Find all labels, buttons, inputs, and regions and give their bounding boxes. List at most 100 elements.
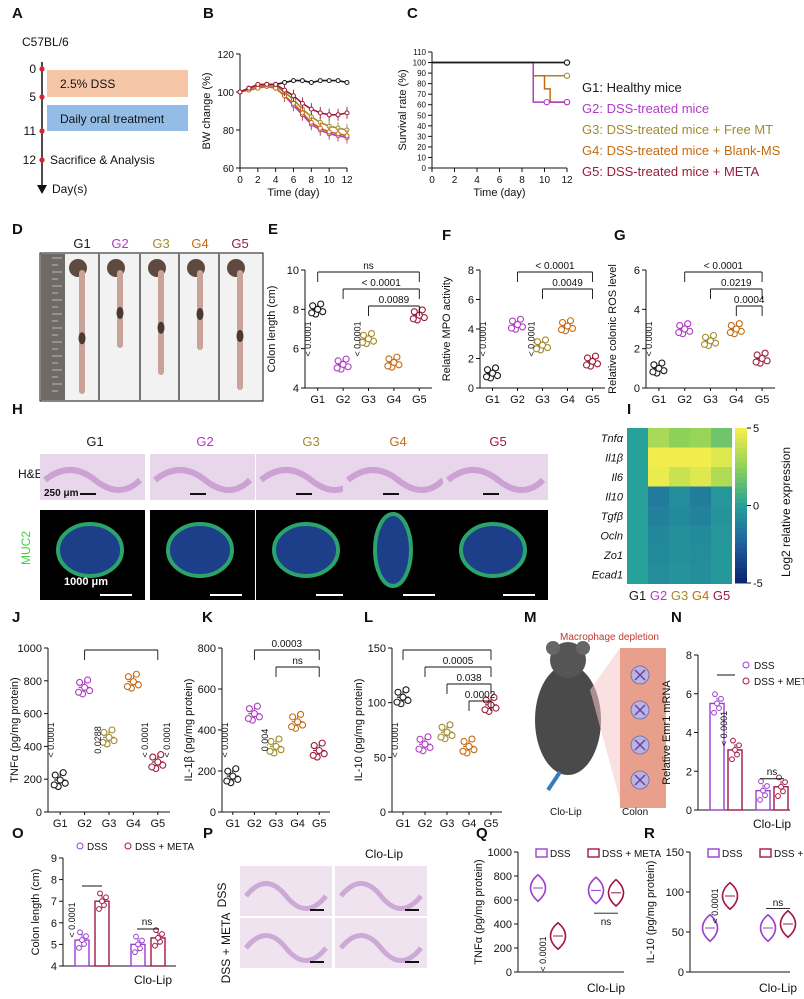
p-value-label: < 0.0001 bbox=[527, 321, 537, 356]
histology-tissue bbox=[244, 881, 328, 911]
x-tick-label: G5 bbox=[755, 394, 770, 406]
data-point bbox=[154, 758, 162, 766]
heatmap-cell bbox=[648, 506, 669, 526]
heatmap-cell bbox=[690, 467, 711, 487]
colorbar-step bbox=[735, 453, 747, 459]
bw-change-chart: 0 2 4 6 8 10 12 60 80 100 120 Time (day) BW change (… bbox=[201, 50, 353, 199]
data-point bbox=[77, 929, 83, 936]
data-point bbox=[297, 710, 305, 718]
data-point bbox=[583, 354, 592, 362]
data-point bbox=[736, 742, 742, 749]
data-point bbox=[159, 931, 165, 937]
heatmap-cell bbox=[669, 467, 690, 487]
y-tick-label: 0 bbox=[36, 807, 42, 819]
data-point bbox=[152, 942, 158, 949]
data-point bbox=[234, 775, 242, 783]
histology-clolip-panel: Clo-Lip DSS DSS + META bbox=[215, 847, 427, 983]
histology-tissue bbox=[339, 881, 423, 911]
heatmap-cell bbox=[627, 564, 648, 584]
data-point bbox=[294, 718, 302, 726]
stool-pellet bbox=[116, 306, 124, 319]
data-point bbox=[308, 119, 314, 125]
heatmap-cell bbox=[669, 545, 690, 565]
data-point bbox=[712, 691, 718, 698]
data-point bbox=[335, 112, 341, 118]
mouse-ear-icon bbox=[576, 641, 590, 655]
muc2-tissue bbox=[272, 522, 340, 578]
data-point bbox=[245, 705, 253, 713]
p-value-label: < 0.0001 bbox=[353, 321, 363, 356]
p-value-label: < 0.0001 bbox=[478, 321, 488, 356]
heatmap-cell bbox=[648, 467, 669, 487]
y-tick-label: 20 bbox=[417, 143, 426, 152]
data-point bbox=[148, 763, 156, 771]
stool-pellet bbox=[196, 308, 204, 320]
colorbar-step bbox=[735, 463, 747, 469]
y-axis-label: IL-10 (pg/mg protein) bbox=[645, 861, 657, 964]
heatmap-cell bbox=[627, 428, 648, 448]
data-point bbox=[491, 364, 500, 372]
data-point bbox=[229, 772, 237, 780]
data-point bbox=[764, 783, 770, 789]
panel-letter-r: R bbox=[644, 825, 655, 842]
data-point bbox=[299, 110, 305, 116]
treatment-bar bbox=[47, 105, 188, 131]
heatmap-cell bbox=[648, 545, 669, 565]
syringe-icon bbox=[546, 770, 562, 792]
y-tick-label: 9 bbox=[51, 853, 57, 865]
y-axis-label: Survival rate (%) bbox=[397, 69, 409, 150]
y-tick-label: 0 bbox=[506, 967, 512, 979]
colorbar-step bbox=[735, 508, 747, 514]
colorbar-step bbox=[735, 448, 747, 454]
y-tick-label: 6 bbox=[468, 295, 474, 307]
bracket-label: 0.0049 bbox=[552, 278, 583, 289]
data-point bbox=[255, 81, 261, 87]
colorbar-step bbox=[735, 443, 747, 449]
y-tick-label: 6 bbox=[634, 265, 640, 277]
heatmap-cell bbox=[711, 428, 732, 448]
data-point bbox=[437, 733, 445, 741]
bar-chart-o: 4 5 6 7 8 9 Colon length (cm) < 0.0001 ns Clo-Lip… bbox=[30, 842, 194, 987]
group-legend: G1: Healthy mice G2: DSS-treated mice G3: … bbox=[582, 80, 781, 179]
drug-label: Clo-Lip bbox=[550, 807, 582, 818]
legend-label: DSS + META bbox=[774, 849, 804, 860]
data-point bbox=[482, 373, 491, 381]
x-axis-label: Time (day) bbox=[473, 187, 525, 199]
heatmap-row-label: Tnfα bbox=[601, 433, 624, 445]
data-point bbox=[100, 728, 108, 737]
stool-pellet bbox=[236, 330, 244, 342]
bracket-label: 0.0005 bbox=[443, 656, 474, 667]
y-tick-label: 0 bbox=[380, 807, 386, 819]
y-tick-label: 200 bbox=[494, 943, 512, 955]
dot-plot-f: 0 2 4 6 8 G1 G2 G3 G4 G5 Relative MPO activity < 0.… bbox=[441, 261, 605, 406]
p-value-label: 0.004 bbox=[260, 729, 270, 752]
depleted-mark-icon bbox=[634, 669, 646, 681]
data-point bbox=[492, 704, 500, 712]
histology-group-label: G3 bbox=[302, 434, 319, 449]
y-axis-label: TNFα (pg/mg protein) bbox=[473, 859, 485, 964]
data-point bbox=[83, 933, 89, 940]
colorbar-step bbox=[735, 528, 747, 534]
data-point bbox=[333, 364, 341, 372]
timeline-dot bbox=[39, 128, 45, 134]
colon-photo-panel: G1 G2 G3 G4 G5 bbox=[39, 236, 264, 402]
x-tick-label: 8 bbox=[519, 175, 525, 186]
data-point bbox=[393, 353, 401, 361]
y-tick-label: 40 bbox=[417, 122, 426, 131]
y-tick-label: 2 bbox=[686, 766, 692, 778]
data-point bbox=[272, 742, 280, 750]
y-tick-label: 4 bbox=[293, 383, 299, 395]
heatmap-cell bbox=[690, 447, 711, 467]
timeline-dot bbox=[39, 94, 45, 100]
data-point bbox=[314, 305, 322, 313]
survival-end-point bbox=[563, 98, 571, 106]
depleted-mark-icon bbox=[634, 774, 646, 786]
heatmap-cell bbox=[648, 428, 669, 448]
heatmap-cell bbox=[669, 525, 690, 545]
data-point bbox=[732, 747, 738, 753]
data-point bbox=[317, 300, 325, 308]
survival-end-point bbox=[563, 72, 571, 79]
colorbar-step bbox=[735, 483, 747, 489]
legend-entry-g1: G1: Healthy mice bbox=[582, 80, 682, 95]
data-point bbox=[282, 87, 288, 93]
